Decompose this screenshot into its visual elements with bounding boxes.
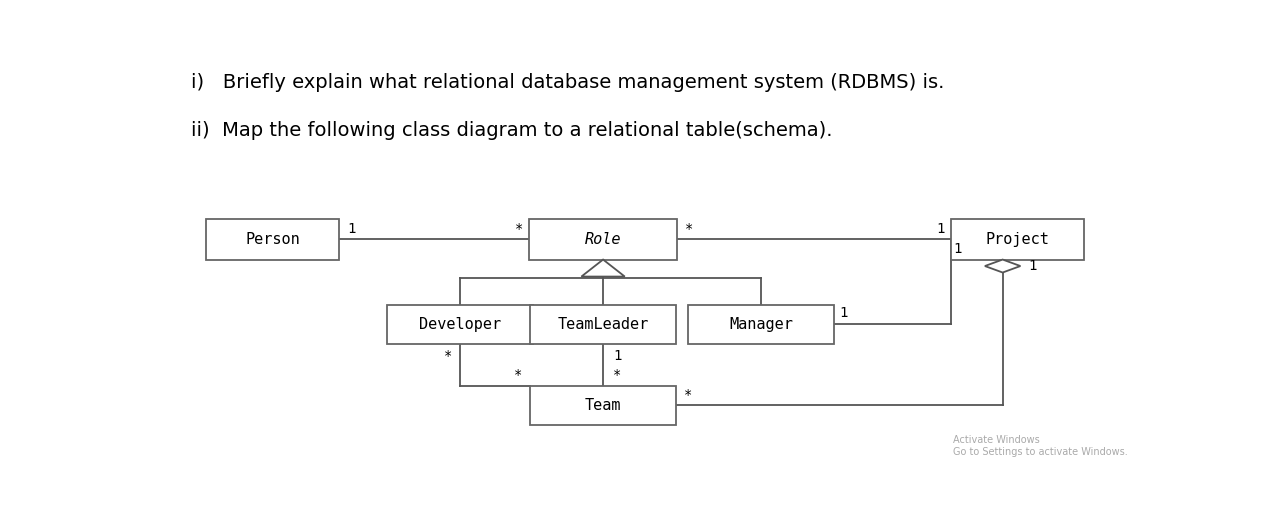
Text: ii)  Map the following class diagram to a relational table(schema).: ii) Map the following class diagram to a… bbox=[191, 120, 833, 139]
Text: *: * bbox=[514, 222, 523, 236]
Text: Project: Project bbox=[985, 232, 1049, 247]
Text: Person: Person bbox=[246, 232, 300, 247]
Text: *: * bbox=[614, 368, 621, 382]
Polygon shape bbox=[985, 259, 1021, 272]
Text: *: * bbox=[514, 368, 522, 382]
Text: 1: 1 bbox=[1029, 259, 1036, 273]
FancyBboxPatch shape bbox=[387, 305, 533, 343]
Text: 1: 1 bbox=[614, 349, 621, 363]
Text: 1: 1 bbox=[839, 306, 848, 320]
Text: Role: Role bbox=[584, 232, 621, 247]
Text: Team: Team bbox=[584, 398, 621, 413]
Text: *: * bbox=[444, 349, 452, 363]
Polygon shape bbox=[582, 259, 625, 277]
Text: 1: 1 bbox=[952, 242, 961, 256]
FancyBboxPatch shape bbox=[206, 219, 339, 259]
Text: 1: 1 bbox=[348, 222, 355, 236]
Text: Activate Windows
Go to Settings to activate Windows.: Activate Windows Go to Settings to activ… bbox=[953, 435, 1128, 457]
Text: *: * bbox=[685, 222, 694, 236]
Text: TeamLeader: TeamLeader bbox=[558, 317, 649, 332]
Text: i)   Briefly explain what relational database management system (RDBMS) is.: i) Briefly explain what relational datab… bbox=[191, 73, 945, 92]
FancyBboxPatch shape bbox=[951, 219, 1085, 259]
Text: *: * bbox=[684, 388, 693, 402]
FancyBboxPatch shape bbox=[530, 219, 677, 259]
FancyBboxPatch shape bbox=[687, 305, 834, 343]
Text: Developer: Developer bbox=[419, 317, 502, 332]
FancyBboxPatch shape bbox=[530, 386, 676, 424]
FancyBboxPatch shape bbox=[530, 305, 676, 343]
Text: 1: 1 bbox=[937, 222, 945, 236]
Text: Manager: Manager bbox=[729, 317, 793, 332]
